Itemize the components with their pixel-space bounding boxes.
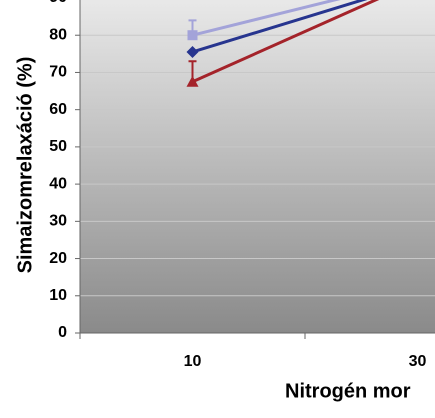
y-tick-label: 30	[49, 213, 67, 230]
y-tick-label: 50	[49, 138, 67, 155]
series-line	[192, 0, 368, 54]
y-tick-label: 20	[49, 250, 67, 267]
x-tick-label: 10	[184, 353, 202, 370]
y-tick-label: 0	[58, 324, 67, 341]
series-layer	[186, 0, 380, 87]
series-line	[191, 0, 380, 84]
y-tick-label: 40	[49, 175, 67, 192]
marker	[187, 30, 198, 41]
y-axis-title: Simaizomrelaxáció (%)	[14, 57, 36, 274]
marker	[186, 75, 199, 87]
y-tick-label: 10	[49, 287, 67, 304]
x-axis-title: Nitrogén mor	[285, 380, 411, 402]
y-tick-label: 80	[49, 26, 67, 43]
x-tick-label: 30	[409, 353, 427, 370]
y-tick-label: 70	[49, 64, 67, 81]
marker	[186, 45, 199, 58]
plot-area	[80, 0, 435, 333]
y-tick-label: 90	[49, 0, 67, 6]
series-line	[192, 0, 341, 37]
y-tick-label: 60	[49, 101, 67, 118]
